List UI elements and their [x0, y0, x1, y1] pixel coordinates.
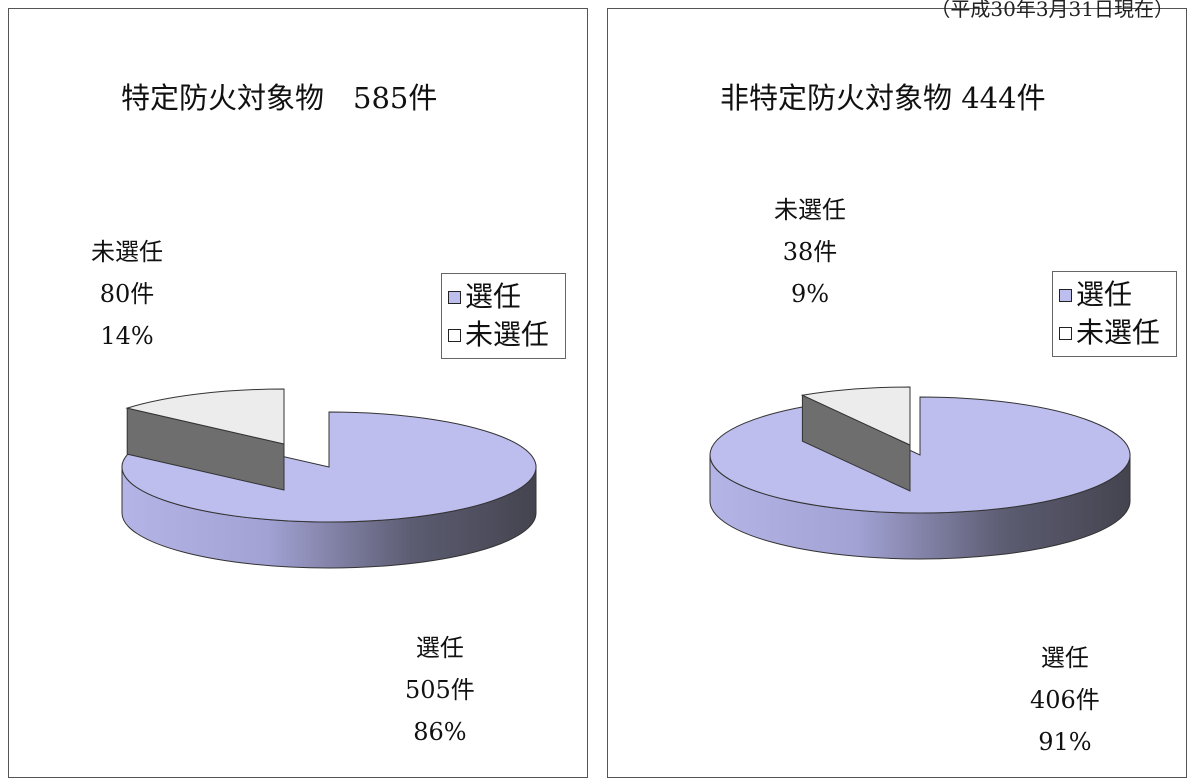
- legend-swatch-selected: [448, 290, 461, 304]
- legend-label-unselected: 未選任: [465, 318, 550, 351]
- legend-label-unselected: 未選任: [1076, 316, 1161, 349]
- legend-swatch-unselected: [448, 328, 461, 342]
- label-pct: 86%: [413, 718, 467, 746]
- pie-slice-selected: [121, 411, 537, 523]
- label-name: 未選任: [91, 238, 163, 266]
- label-count: 80件: [99, 280, 155, 308]
- label-count: 38件: [782, 238, 838, 266]
- label-unselected-nonspecific: 未選任 38件 9%: [774, 189, 846, 315]
- label-selected-specific: 選任 505件 86%: [405, 627, 475, 753]
- pie-slice-unselected: [125, 388, 285, 445]
- legend-nonspecific: 選任 未選任: [1052, 271, 1177, 357]
- corner-note: （平成30年3月31日現在）: [930, 0, 1174, 21]
- label-selected-nonspecific: 選任 406件 91%: [1030, 637, 1100, 763]
- legend-item-unselected: 未選任: [448, 316, 565, 354]
- label-name: 未選任: [774, 196, 846, 224]
- label-unselected-specific: 未選任 80件 14%: [91, 231, 163, 357]
- legend-specific: 選任 未選任: [441, 273, 566, 359]
- legend-swatch-unselected: [1059, 326, 1072, 340]
- legend-item-selected: 選任: [1059, 276, 1176, 314]
- legend-label-selected: 選任: [465, 280, 522, 313]
- label-pct: 14%: [100, 322, 154, 350]
- pie-chart-specific: [121, 388, 537, 569]
- label-count: 406件: [1030, 686, 1100, 714]
- pie-slice-selected: [709, 396, 1131, 514]
- chart-panel-specific: 特定防火対象物 585件 未選任 80件 14% 選任 505件 86% 選任 …: [8, 8, 588, 778]
- chart-title-specific: 特定防火対象物 585件: [121, 81, 438, 115]
- legend-item-unselected: 未選任: [1059, 314, 1176, 352]
- label-count: 505件: [405, 676, 475, 704]
- chart-title-nonspecific: 非特定防火対象物 444件: [720, 81, 1046, 115]
- legend-item-selected: 選任: [448, 278, 565, 316]
- label-name: 選任: [1040, 644, 1089, 672]
- label-name: 選任: [415, 634, 464, 662]
- chart-panel-nonspecific: （平成30年3月31日現在） 非特定防火対象物 444件 未選任 38件 9% …: [607, 0, 1187, 778]
- legend-label-selected: 選任: [1076, 278, 1133, 311]
- pie-chart-nonspecific: [709, 386, 1131, 560]
- label-pct: 9%: [790, 280, 830, 308]
- label-pct: 91%: [1038, 728, 1092, 756]
- pie-slice-unselected: [800, 386, 911, 446]
- legend-swatch-selected: [1059, 288, 1072, 302]
